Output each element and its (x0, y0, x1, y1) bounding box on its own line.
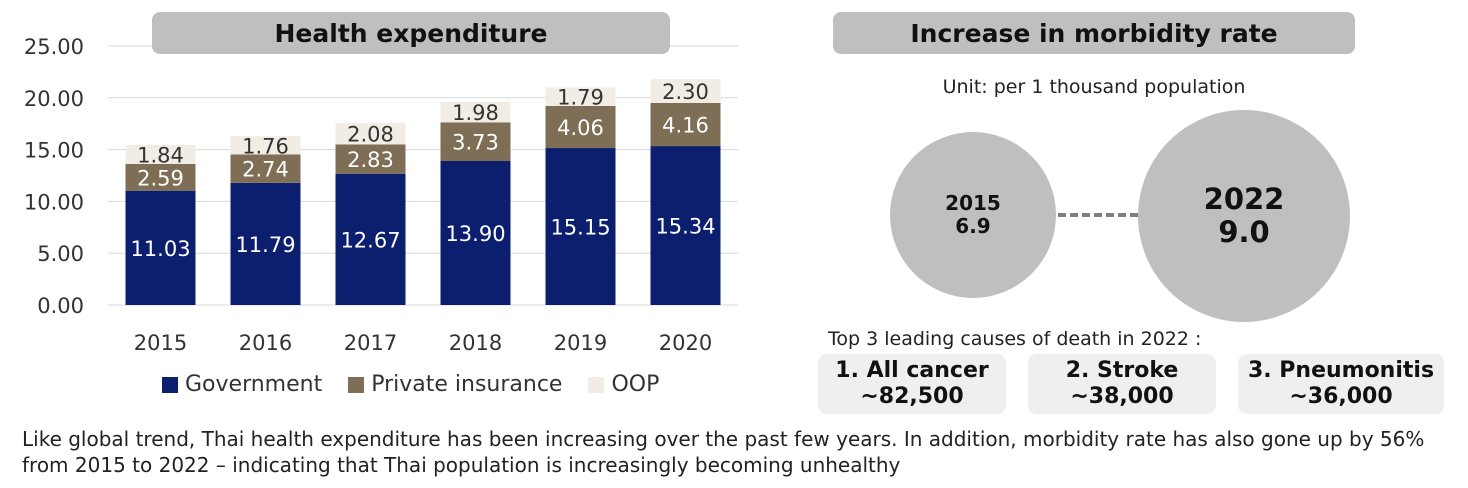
data-label: 2.59 (137, 166, 184, 190)
bar-segment (230, 136, 301, 155)
y-axis-ticks: 25.00 20.00 15.00 10.00 5.00 0.00 (24, 35, 84, 318)
legend-label-private-insurance: Private insurance (371, 372, 563, 397)
bar-segment (125, 190, 196, 305)
data-label: 2.30 (662, 80, 709, 104)
cause-count: ~38,000 (1070, 384, 1174, 409)
legend-item-private-insurance: Private insurance (348, 372, 562, 397)
chart-legend: Government Private insurance OOP (162, 372, 685, 397)
bar-segment (545, 87, 616, 106)
data-label: 1.84 (137, 143, 184, 167)
y-tick-label: 0.00 (37, 294, 84, 318)
bar-segment (125, 144, 196, 164)
y-tick-label: 20.00 (24, 87, 84, 111)
expenditure-title: Health expenditure (152, 12, 670, 54)
data-label: 1.79 (557, 86, 604, 110)
x-tick-label: 2017 (344, 331, 397, 355)
y-tick-label: 25.00 (24, 35, 84, 59)
x-tick-label: 2016 (239, 331, 292, 355)
data-label: 15.15 (550, 216, 610, 240)
legend-label-oop: OOP (611, 372, 660, 397)
data-label: 2.08 (347, 123, 394, 147)
connector-dash (1058, 213, 1138, 217)
morbidity-title: Increase in morbidity rate (833, 12, 1355, 54)
data-label: 3.73 (452, 131, 499, 155)
cause-name: 2. Stroke (1065, 357, 1179, 383)
y-tick-label: 10.00 (24, 190, 84, 214)
unit-label: Unit: per 1 thousand population (942, 76, 1246, 98)
legend-swatch-private-insurance (348, 376, 365, 393)
legend-swatch-oop (588, 376, 605, 393)
y-tick-label: 15.00 (24, 139, 84, 163)
data-label: 2.83 (347, 148, 394, 172)
bar-segment (125, 163, 196, 191)
x-tick-label: 2015 (134, 331, 187, 355)
data-label: 1.76 (242, 134, 289, 158)
bar-segment (335, 122, 406, 145)
bar-segment (335, 173, 406, 305)
data-label: 13.90 (445, 222, 505, 246)
data-labels: 11.03 2.591.84 11.79 2.741.76 12.67 2.832.08 1… (130, 80, 715, 261)
cause-name: 3. Pneumonitis (1247, 357, 1435, 383)
cause-count: ~82,500 (860, 384, 964, 409)
data-label: 12.67 (340, 228, 400, 252)
bar-segment (545, 105, 616, 149)
bar-segment (650, 146, 721, 305)
x-tick-label: 2020 (659, 331, 712, 355)
bubble-2015-value: 6.9 (955, 214, 991, 238)
bubble-2015-year: 2015 (945, 191, 1001, 215)
cause-name: 1. All cancer (835, 357, 989, 383)
cause-card-pneumonitis: 3. Pneumonitis ~36,000 (1238, 354, 1444, 414)
bar-segment (440, 160, 511, 305)
bar-segment (440, 101, 511, 123)
legend-swatch-government (162, 376, 178, 393)
bar-segment (650, 79, 721, 103)
data-label: 2.74 (242, 158, 289, 182)
bar-segment (440, 122, 511, 161)
bar-segment (230, 182, 301, 305)
bubble-2022-value: 9.0 (1218, 215, 1270, 249)
bubble-2022: 2022 9.0 (1138, 110, 1350, 322)
legend-item-government: Government (162, 372, 322, 397)
cause-card-cancer: 1. All cancer ~82,500 (818, 354, 1006, 414)
x-tick-label: 2019 (554, 331, 607, 355)
legend-label-government: Government (185, 372, 323, 397)
grid-lines (108, 45, 738, 306)
bubble-2022-year: 2022 (1203, 181, 1285, 216)
bar-segment (650, 102, 721, 147)
bar-segment (230, 154, 301, 183)
footnote: Like global trend, Thai health expenditu… (22, 427, 1425, 477)
data-label: 4.16 (662, 114, 709, 138)
data-label: 4.06 (557, 116, 604, 140)
cause-count: ~36,000 (1289, 384, 1393, 409)
data-label: 11.79 (235, 233, 295, 257)
bar-segment (335, 144, 406, 174)
bar-segment (545, 148, 616, 305)
cause-card-stroke: 2. Stroke ~38,000 (1028, 354, 1216, 414)
y-tick-label: 5.00 (37, 242, 84, 266)
legend-item-oop: OOP (588, 372, 659, 397)
x-axis-ticks: 2015 2016 2017 2018 2019 2020 (134, 331, 712, 355)
x-tick-label: 2018 (449, 331, 502, 355)
data-label: 15.34 (655, 215, 715, 239)
causes-title: Top 3 leading causes of death in 2022 : (828, 328, 1202, 350)
data-label: 11.03 (130, 237, 190, 261)
bubble-2015: 2015 6.9 (890, 132, 1056, 298)
data-label: 1.98 (452, 101, 499, 125)
bars (125, 79, 721, 305)
